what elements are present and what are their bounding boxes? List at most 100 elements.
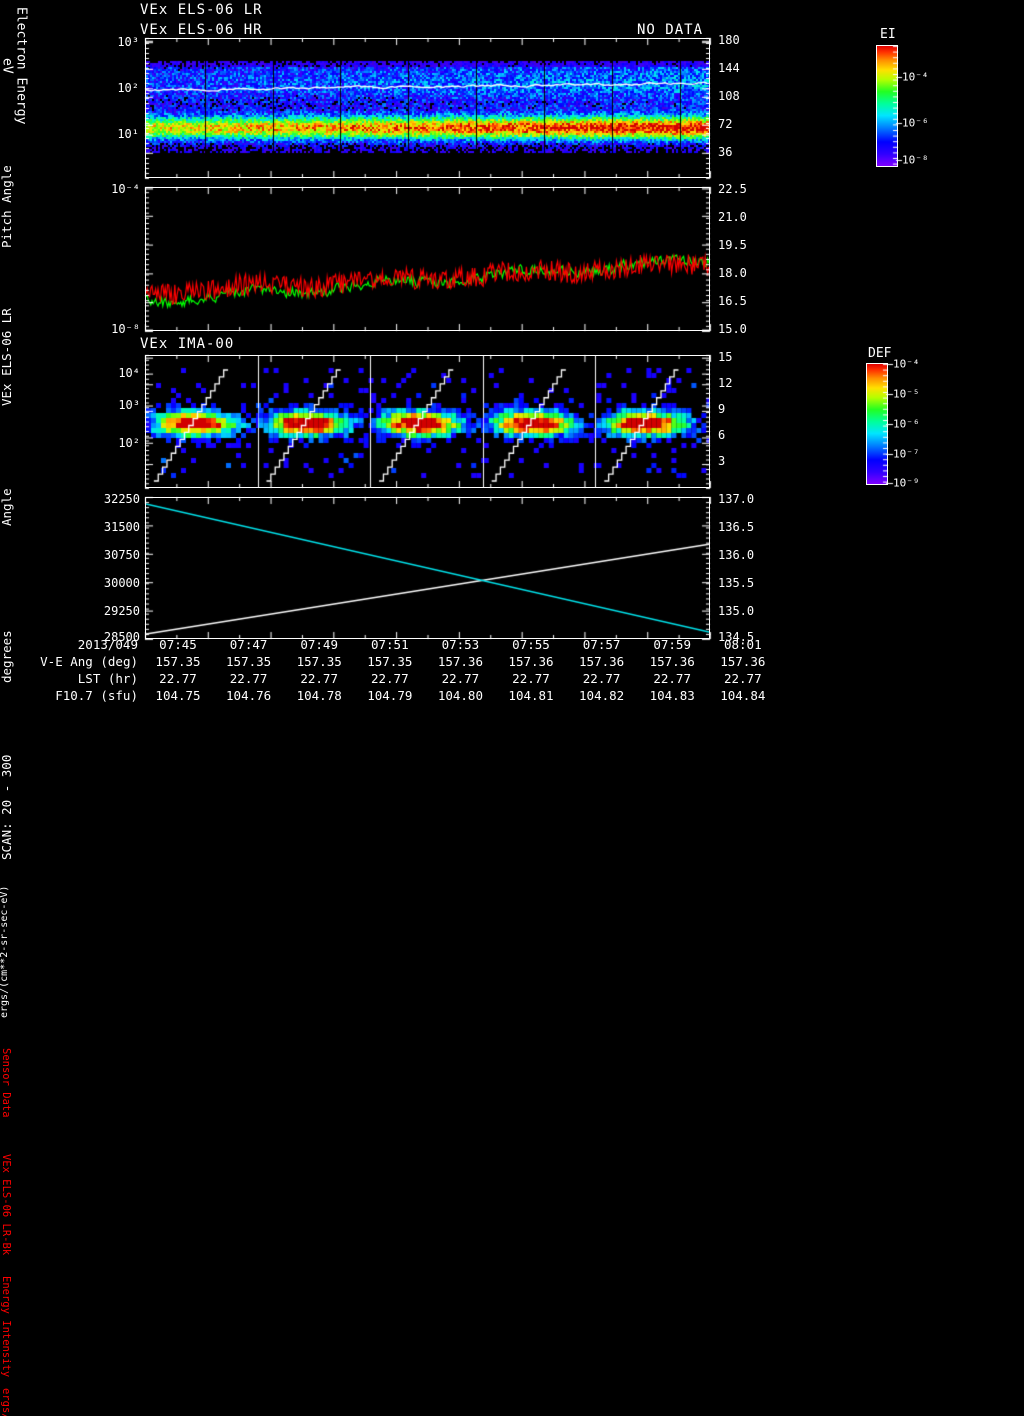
- panel2-left-axis-line-2: Energy Intensity: [0, 1276, 13, 1378]
- panel1-right-axis-line-1: VEx ELS-06 LR: [0, 308, 14, 406]
- bottom-cell-2-4: 22.77: [441, 671, 480, 686]
- panel1-right-tick-0: 180: [718, 33, 740, 47]
- bottom-row-label-3: F10.7 (sfu): [55, 688, 138, 703]
- colorbar1-label: EI: [880, 27, 896, 42]
- panel1-plot-area[interactable]: [145, 38, 710, 178]
- panel1-right-axis-label-2: VEx ELS-06 LR: [0, 282, 14, 432]
- bottom-cell-0-3: 07:51: [370, 637, 409, 652]
- panel1-right-axis-line-2: Angle: [0, 488, 14, 526]
- panel2-left-axis-line-0: Sensor Data: [0, 1048, 13, 1118]
- bottom-cell-0-7: 07:59: [653, 637, 691, 652]
- panel1-right-tick-4: 36: [718, 145, 733, 159]
- panel1-left-tick-0: 10³: [117, 35, 139, 49]
- panel4-left-tick-0: 32250: [103, 492, 140, 506]
- panel1-left-axis-line-1: eV: [0, 58, 15, 74]
- panel4-right-tick-3: 135.5: [718, 576, 755, 590]
- colorbar1-tick-2: 10⁻⁸: [902, 153, 929, 167]
- panel4-right-tick-4: 135.0: [718, 604, 755, 618]
- colorbar1-unit: ergs/(cm**2-sr-sec-eV): [0, 885, 10, 1019]
- colorbar1-tick-0: 10⁻⁴: [902, 70, 929, 84]
- panel1-right-axis-line-0: Pitch Angle: [0, 165, 14, 249]
- panel4-left-tick-1: 31500: [103, 520, 140, 534]
- panel2-left-axis-line-3: ergs/(cm**2-sr-sec-eV): [0, 1388, 12, 1416]
- panel1-right-axis-label-3: Angle: [0, 432, 14, 582]
- panel2-left-tick-0: 10⁻⁴: [111, 182, 140, 196]
- colorbar1: [876, 45, 898, 167]
- panel2-left-axis-label-1: VEx ELS-06 LR-Bk: [0, 1144, 13, 1266]
- bottom-cell-2-2: 22.77: [300, 671, 338, 686]
- panel2-left-axis-line-1: VEx ELS-06 LR-Bk: [0, 1154, 13, 1256]
- panel2-left-axis-label-0: Sensor Data: [0, 1022, 13, 1144]
- panel3-left-tick-0: 10⁴: [118, 366, 140, 380]
- bottom-cell-3-3: 104.79: [367, 688, 413, 703]
- bottom-row-label-0: 2013/049: [77, 637, 138, 652]
- bottom-cell-2-0: 22.77: [159, 671, 197, 686]
- bottom-cell-0-8: 08:01: [723, 637, 762, 652]
- colorbar1-tick-1: 10⁻⁶: [902, 116, 929, 130]
- bottom-cell-2-3: 22.77: [370, 671, 409, 686]
- bottom-cell-0-1: 07:47: [229, 637, 268, 652]
- bottom-cell-0-5: 07:55: [512, 637, 550, 652]
- bottom-cell-3-8: 104.84: [720, 688, 766, 703]
- bottom-cell-1-0: 157.35: [155, 654, 201, 669]
- colorbar2-tick-2: 10⁻⁶: [893, 417, 920, 431]
- panel2-right-tick-0: 22.5: [718, 182, 747, 196]
- panel2-left-tick-1: 10⁻⁸: [111, 322, 140, 336]
- panel2-plot-area[interactable]: [145, 187, 710, 331]
- panel1-title-top: VEx ELS-06 LR: [140, 2, 263, 18]
- bottom-cell-2-1: 22.77: [229, 671, 268, 686]
- colorbar2-tick-1: 10⁻⁵: [893, 387, 920, 401]
- bottom-cell-1-6: 157.36: [579, 654, 625, 669]
- colorbar2-label: DEF: [868, 346, 892, 361]
- panel3-right-tick-1: 12: [718, 376, 733, 390]
- panel1-title-sub: VEx ELS-06 HR: [140, 22, 263, 38]
- panel2-left-axis-label-3: ergs/(cm**2-sr-sec-eV): [0, 1388, 12, 1416]
- panel4-left-tick-4: 29250: [103, 604, 140, 618]
- bottom-cell-2-6: 22.77: [582, 671, 621, 686]
- bottom-cell-1-5: 157.36: [508, 654, 554, 669]
- bottom-row-label-1: V-E Ang (deg): [40, 654, 138, 669]
- bottom-cell-2-8: 22.77: [723, 671, 762, 686]
- colorbar2-tick-0: 10⁻⁴: [893, 357, 920, 371]
- colorbar2-tick-4: 10⁻⁹: [893, 476, 920, 490]
- bottom-cell-3-4: 104.80: [437, 688, 483, 703]
- panel1-left-tick-2: 10¹: [117, 127, 139, 141]
- panel1-left-axis-label: Electron Energy eV: [0, 0, 29, 132]
- bottom-cell-2-7: 22.77: [653, 671, 691, 686]
- panel2-right-tick-5: 15.0: [718, 322, 747, 336]
- bottom-cell-0-4: 07:53: [441, 637, 480, 652]
- panel2-right-tick-4: 16.5: [718, 294, 747, 308]
- panel1-left-axis-line-0: Electron Energy: [13, 7, 29, 125]
- bottom-cell-3-6: 104.82: [579, 688, 625, 703]
- bottom-cell-2-5: 22.77: [512, 671, 550, 686]
- panel4-left-tick-2: 30750: [103, 548, 140, 562]
- bottom-cell-3-1: 104.76: [226, 688, 272, 703]
- panel3-left-tick-1: 10³: [118, 398, 140, 412]
- panel4-right-tick-1: 136.5: [718, 520, 755, 534]
- panel1-right-axis-label-5: SCAN: 20 - 300: [0, 732, 14, 882]
- bottom-cell-3-2: 104.78: [296, 688, 342, 703]
- colorbar2: [866, 363, 888, 485]
- panel3-plot-area[interactable]: [145, 355, 710, 488]
- bottom-cell-3-7: 104.83: [649, 688, 695, 703]
- bottom-cell-3-0: 104.75: [155, 688, 201, 703]
- bottom-cell-0-0: 07:45: [159, 637, 197, 652]
- bottom-cell-0-6: 07:57: [582, 637, 621, 652]
- bottom-row-label-2: LST (hr): [77, 671, 138, 686]
- bottom-cell-3-5: 104.81: [508, 688, 554, 703]
- bottom-cell-0-2: 07:49: [300, 637, 338, 652]
- panel3-right-tick-0: 15: [718, 350, 733, 364]
- panel3-title-top: VEx IMA-00: [140, 336, 235, 352]
- panel2-right-tick-1: 21.0: [718, 210, 747, 224]
- panel1-left-tick-1: 10²: [117, 81, 139, 95]
- panel4-right-tick-0: 137.0: [718, 492, 755, 506]
- bottom-cell-1-2: 157.35: [296, 654, 342, 669]
- bottom-cell-1-8: 157.36: [720, 654, 766, 669]
- panel1-right-axis-line-4: SCAN: 20 - 300: [0, 754, 14, 860]
- panel1-right-tick-3: 72: [718, 117, 733, 131]
- panel2-left-axis-label-2: Energy Intensity: [0, 1266, 13, 1388]
- panel4-plot-area[interactable]: [145, 497, 710, 639]
- panel4-left-tick-3: 30000: [103, 576, 140, 590]
- bottom-cell-1-4: 157.36: [437, 654, 483, 669]
- panel1-right-tick-1: 144: [718, 61, 740, 75]
